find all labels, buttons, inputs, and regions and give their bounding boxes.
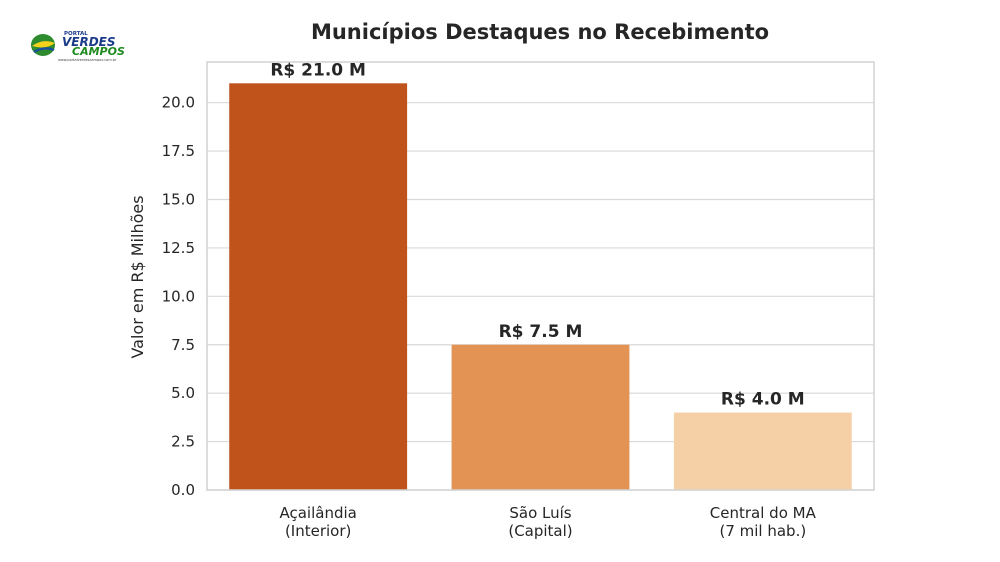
x-category-label: São Luís (509, 504, 571, 522)
data-label: R$ 21.0 M (270, 60, 366, 80)
y-tick-label: 7.5 (171, 336, 195, 354)
y-ticks-group: 0.0 2.5 5.0 7.5 10.0 12.5 15.0 17.5 20.0 (162, 94, 195, 499)
y-tick-label: 2.5 (171, 433, 195, 451)
y-tick-label: 5.0 (171, 384, 195, 402)
bar (451, 344, 630, 490)
data-label: R$ 4.0 M (721, 390, 805, 410)
portal-verdes-campos-logo: PORTAL VERDES CAMPOS www.portalverdescam… (28, 28, 140, 64)
x-category-label: Açailândia (279, 504, 356, 522)
x-categories-group: Açailândia(Interior) São Luís(Capital) Cen… (279, 504, 816, 540)
plot-frame (206, 61, 875, 491)
logo-graphic: PORTAL VERDES CAMPOS www.portalverdescam… (31, 31, 125, 62)
y-tick-label: 10.0 (162, 287, 195, 305)
data-labels-group: R$ 21.0 M R$ 7.5 M R$ 4.0 M (270, 60, 804, 409)
bar (229, 83, 408, 491)
y-tick-label: 20.0 (162, 94, 195, 112)
y-tick-label: 0.0 (171, 481, 195, 499)
y-tick-label: 15.0 (162, 191, 195, 209)
chart-title: Municípios Destaques no Recebimento (311, 20, 769, 44)
x-category-label: (Interior) (285, 522, 351, 540)
bars-group (229, 83, 852, 491)
y-axis-label: Valor em R$ Milhões (128, 195, 147, 358)
logo-campos-text: CAMPOS (72, 45, 125, 58)
logo-url-text: www.portalverdescampos.com.br (58, 58, 117, 62)
logo-portal-text: PORTAL (64, 31, 88, 37)
y-tick-label: 17.5 (162, 142, 195, 160)
bar (673, 412, 852, 490)
y-tick-label: 12.5 (162, 239, 195, 257)
data-label: R$ 7.5 M (499, 322, 583, 342)
x-category-label: (7 mil hab.) (719, 522, 806, 540)
logo-verdes-text: VERDES (62, 35, 116, 49)
x-category-label: (Capital) (508, 522, 572, 540)
x-category-label: Central do MA (710, 504, 817, 522)
